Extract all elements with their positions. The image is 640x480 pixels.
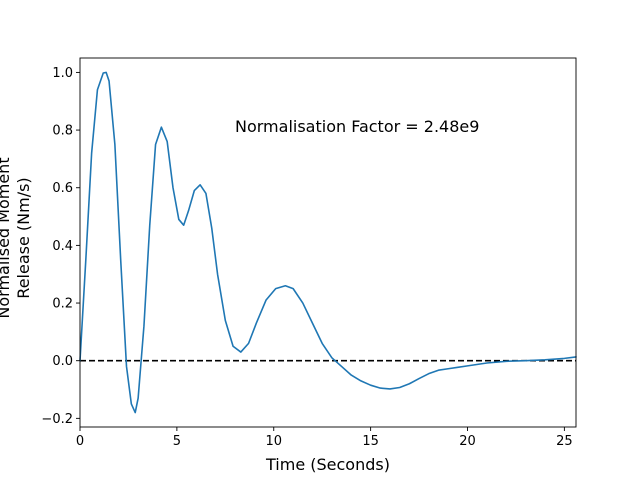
normalisation-annotation: Normalisation Factor = 2.48e9 xyxy=(235,117,479,136)
y-tick-label-3: 0.4 xyxy=(52,239,73,254)
x-tick-label-0: 0 xyxy=(76,434,84,449)
y-tick-label-0: −0.2 xyxy=(41,412,73,427)
x-tick-label-5: 25 xyxy=(556,434,573,449)
series-line-0 xyxy=(79,71,577,414)
y-axis-label-line-2: Release (Nm/s) xyxy=(14,177,33,298)
x-axis-label: Time (Seconds) xyxy=(265,455,390,474)
y-tick-label-5: 0.8 xyxy=(52,124,73,139)
y-tick-label-1: 0.0 xyxy=(52,354,73,369)
x-tick-label-1: 5 xyxy=(173,434,181,449)
y-tick-label-2: 0.2 xyxy=(52,297,73,312)
x-tick-label-2: 10 xyxy=(265,434,282,449)
y-tick-label-6: 1.0 xyxy=(52,66,73,81)
x-tick-label-3: 15 xyxy=(362,434,379,449)
plot-frame xyxy=(79,57,577,428)
y-axis-label-line-1: Normalised Moment xyxy=(0,157,13,318)
y-tick-label-4: 0.6 xyxy=(52,181,73,196)
x-tick-label-4: 20 xyxy=(459,434,476,449)
